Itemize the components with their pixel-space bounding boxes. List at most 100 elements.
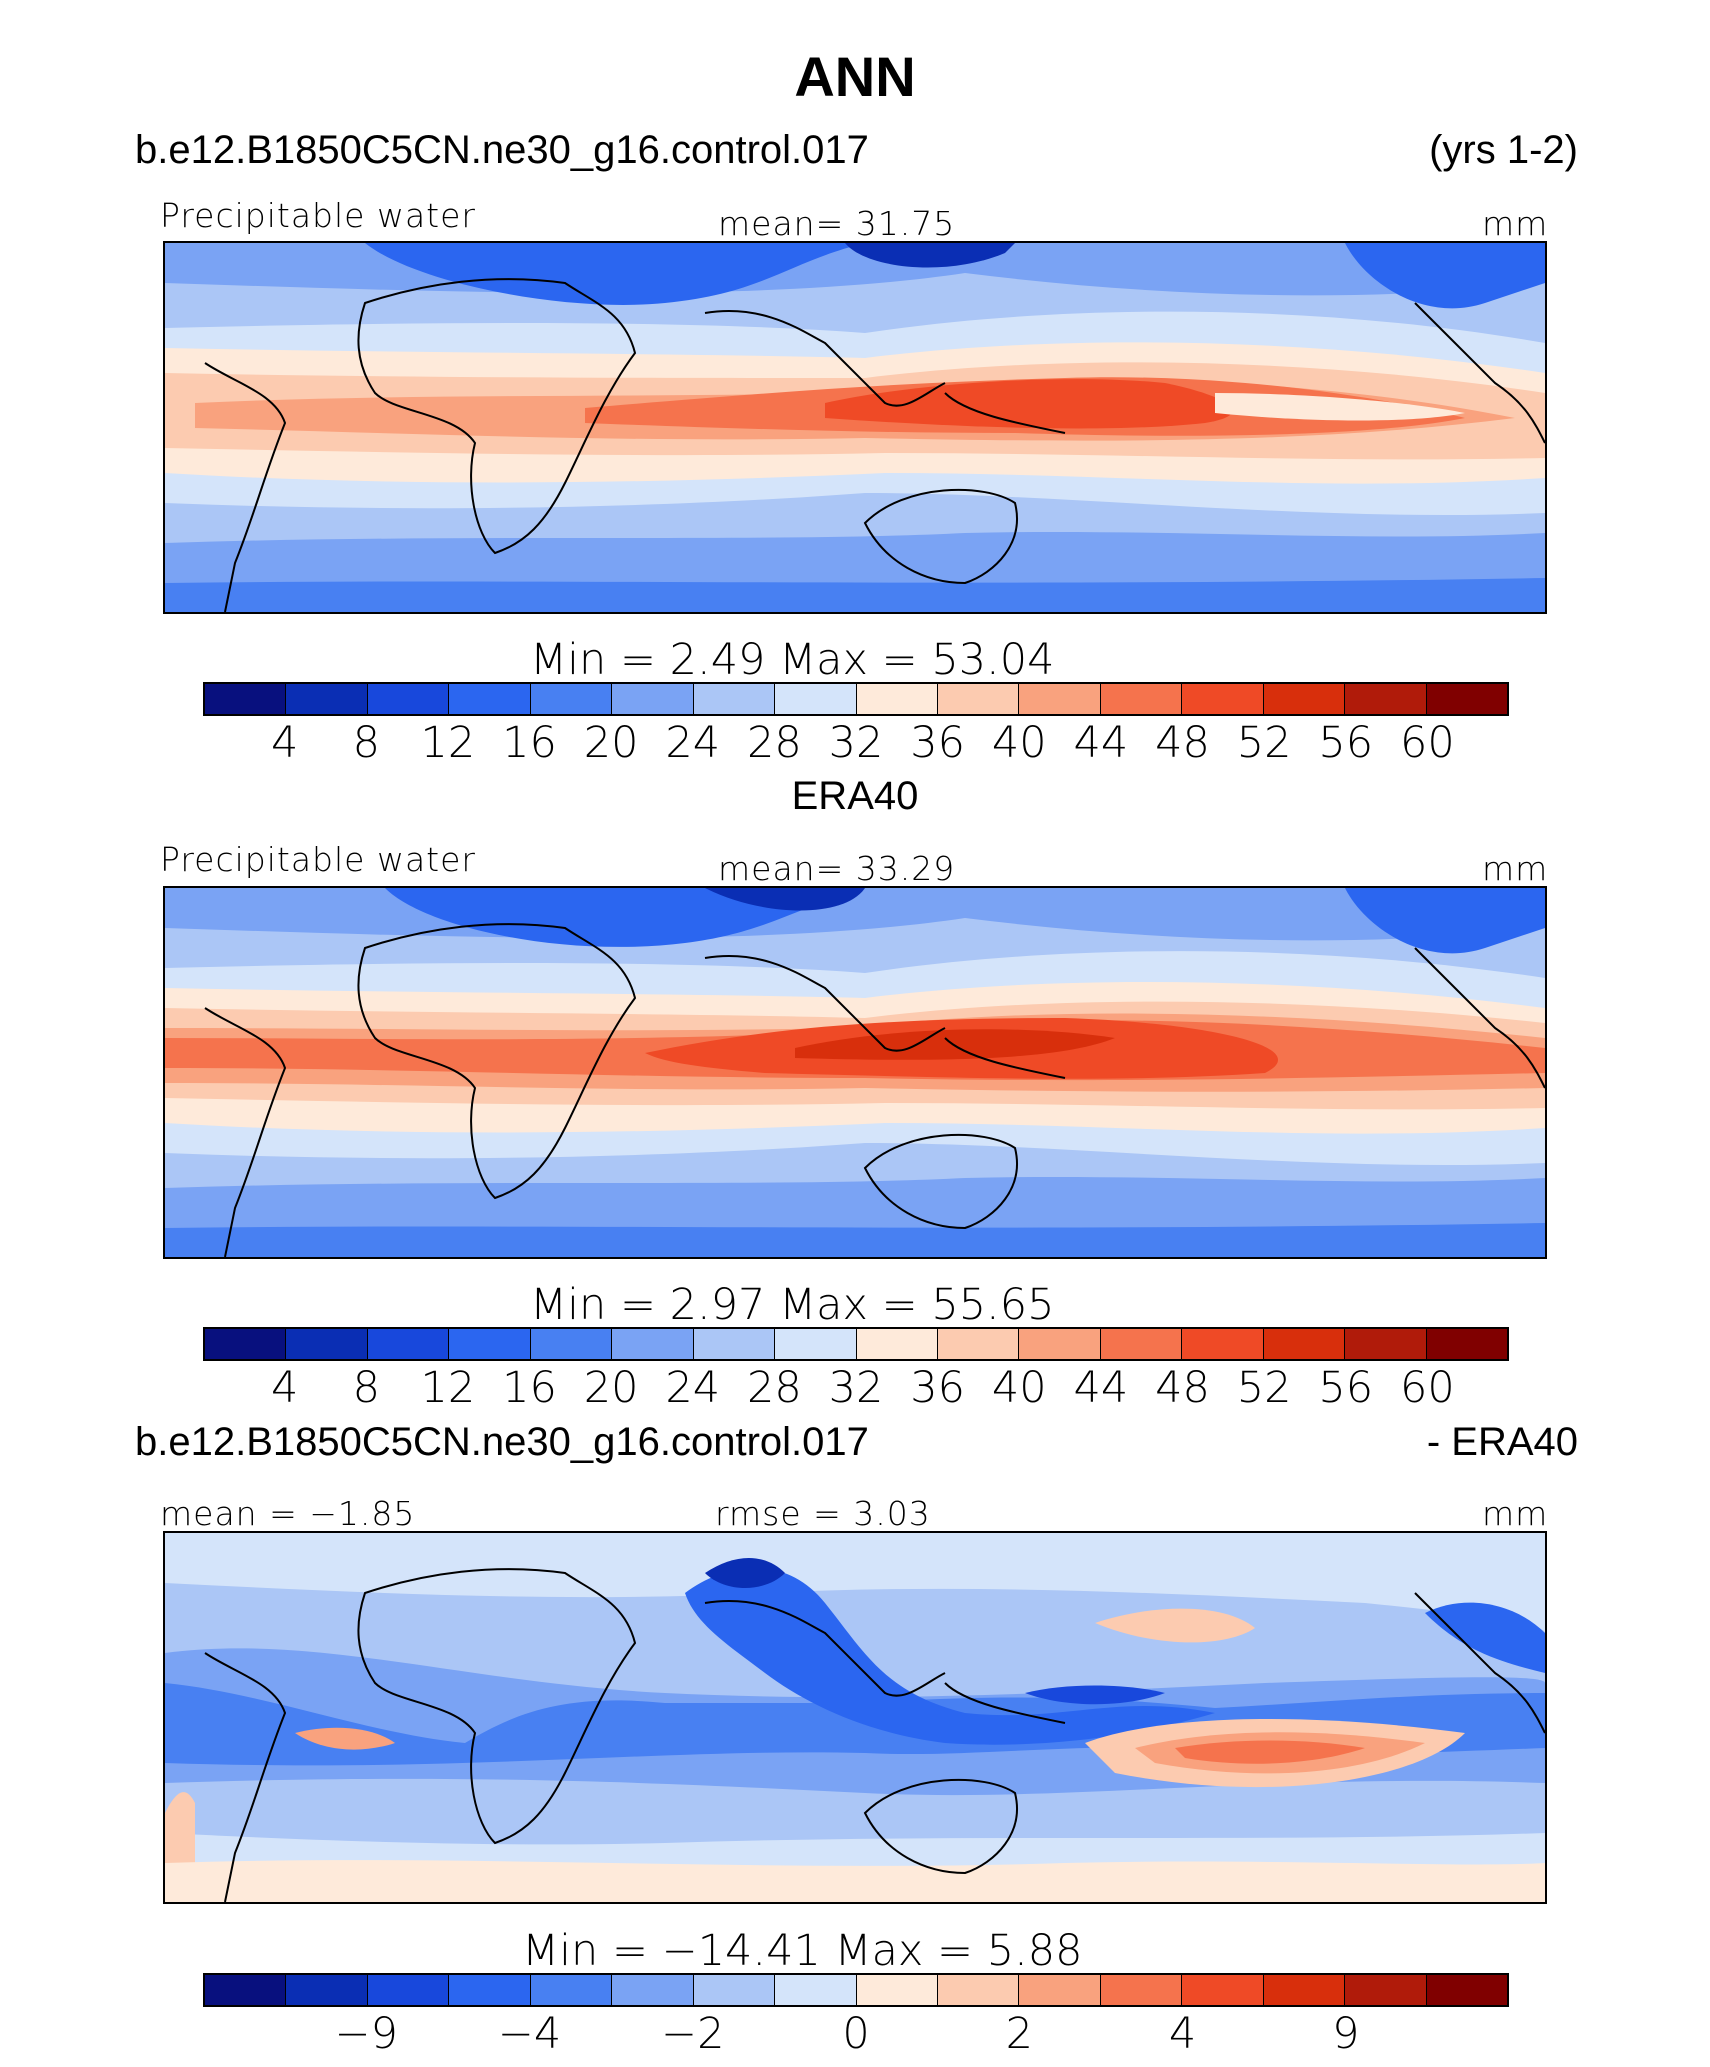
panel2-units: mm xyxy=(1482,849,1549,888)
page-title: ANN xyxy=(794,45,916,108)
colorbar-box xyxy=(937,1975,1020,2005)
panel3-mean: mean = −1.85 xyxy=(160,1494,416,1533)
colorbar-box xyxy=(775,1329,857,1359)
colorbar-box xyxy=(449,1975,531,2005)
colorbar-tick-label: 4 xyxy=(270,1363,299,1413)
colorbar-tick-label: 56 xyxy=(1318,1363,1374,1413)
colorbar-box xyxy=(367,1975,450,2005)
colorbar-box xyxy=(612,684,694,714)
colorbar-tick-label: 28 xyxy=(747,1363,802,1413)
colorbar-tick-label: 20 xyxy=(583,718,639,768)
colorbar-tick-label: 0 xyxy=(842,2009,870,2059)
colorbar-box xyxy=(367,1329,450,1359)
colorbar-tick-label: 28 xyxy=(747,718,802,768)
colorbar-tick-label: 24 xyxy=(665,718,721,768)
panel3-case-name: b.e12.B1850C5CN.ne30_g16.control.017 xyxy=(135,1420,869,1464)
colorbar-box xyxy=(1426,1975,1507,2005)
colorbar-tick-label: 12 xyxy=(420,718,476,768)
colorbar-box xyxy=(205,1329,287,1359)
colorbar-box xyxy=(1182,1329,1264,1359)
panel2-colorbar xyxy=(203,1327,1509,1361)
colorbar-box xyxy=(1019,1975,1101,2005)
panel3-units: mm xyxy=(1482,1494,1549,1533)
colorbar-box xyxy=(286,1975,368,2005)
colorbar-tick-label: 40 xyxy=(991,1363,1047,1413)
colorbar-box xyxy=(286,684,368,714)
colorbar-box xyxy=(693,684,776,714)
colorbar-box xyxy=(775,1975,857,2005)
colorbar-box xyxy=(449,1329,531,1359)
panel1-minmax: Min = 2.49 Max = 53.04 xyxy=(530,635,1055,685)
panel3-colorbar xyxy=(203,1973,1509,2007)
panel1-units: mm xyxy=(1482,204,1549,243)
colorbar-tick-label: 4 xyxy=(270,718,299,768)
colorbar-box xyxy=(1345,1329,1427,1359)
colorbar-box xyxy=(449,684,531,714)
panel2-minmax: Min = 2.97 Max = 55.65 xyxy=(530,1280,1055,1330)
colorbar-box xyxy=(205,1975,287,2005)
colorbar-tick-label: 16 xyxy=(502,718,557,768)
colorbar-tick-label: 2 xyxy=(1005,2009,1033,2059)
panel3-minus-label: - ERA40 xyxy=(1426,1420,1578,1464)
colorbar-tick-label: 36 xyxy=(910,1363,965,1413)
colorbar-box xyxy=(775,684,857,714)
colorbar-box xyxy=(856,684,938,714)
panel1-case-name: b.e12.B1850C5CN.ne30_g16.control.017 xyxy=(135,128,869,172)
panel1-mean: mean= 31.75 xyxy=(718,204,956,243)
colorbar-box xyxy=(1263,1329,1346,1359)
colorbar-box xyxy=(1345,1975,1427,2005)
colorbar-box xyxy=(1019,684,1101,714)
colorbar-box xyxy=(937,1329,1020,1359)
colorbar-tick-label: 40 xyxy=(991,718,1047,768)
colorbar-box xyxy=(612,1329,694,1359)
colorbar-box xyxy=(1345,684,1427,714)
colorbar-box xyxy=(1100,684,1183,714)
colorbar-box xyxy=(1426,684,1507,714)
panel3-minmax: Min = −14.41 Max = 5.88 xyxy=(522,1926,1083,1976)
colorbar-box xyxy=(1100,1329,1183,1359)
colorbar-tick-label: 44 xyxy=(1073,718,1129,768)
panel2-variable-label: Precipitable water xyxy=(160,840,476,879)
colorbar-tick-label: 36 xyxy=(910,718,965,768)
colorbar-box xyxy=(937,684,1020,714)
colorbar-box xyxy=(1100,1975,1183,2005)
colorbar-box xyxy=(205,684,287,714)
colorbar-tick-label: 16 xyxy=(502,1363,557,1413)
colorbar-box xyxy=(693,1975,776,2005)
colorbar-tick-label: 24 xyxy=(665,1363,721,1413)
colorbar-box xyxy=(1263,1975,1346,2005)
colorbar-tick-label: −9 xyxy=(334,2009,398,2059)
panel2-map xyxy=(163,886,1547,1259)
colorbar-tick-label: 32 xyxy=(828,718,884,768)
colorbar-tick-label: 9 xyxy=(1332,2009,1360,2059)
colorbar-tick-label: 4 xyxy=(1168,2009,1197,2059)
colorbar-tick-label: 48 xyxy=(1155,718,1210,768)
colorbar-box xyxy=(612,1975,694,2005)
colorbar-tick-label: −2 xyxy=(661,2009,725,2059)
colorbar-box xyxy=(530,1329,613,1359)
colorbar-tick-label: 12 xyxy=(420,1363,476,1413)
panel2-mean: mean= 33.29 xyxy=(718,849,956,888)
panel1-map xyxy=(163,241,1547,614)
colorbar-tick-label: 48 xyxy=(1155,1363,1210,1413)
colorbar-box xyxy=(1182,1975,1264,2005)
panel1-years: (yrs 1-2) xyxy=(1429,128,1578,172)
colorbar-tick-label: 20 xyxy=(583,1363,639,1413)
colorbar-tick-label: 52 xyxy=(1236,1363,1292,1413)
colorbar-tick-label: 60 xyxy=(1400,718,1455,768)
colorbar-box xyxy=(530,684,613,714)
panel3-rmse: rmse = 3.03 xyxy=(715,1494,931,1533)
colorbar-box xyxy=(530,1975,613,2005)
colorbar-tick-label: 52 xyxy=(1236,718,1292,768)
colorbar-tick-label: 44 xyxy=(1073,1363,1129,1413)
colorbar-box xyxy=(693,1329,776,1359)
colorbar-box xyxy=(1182,684,1264,714)
panel2-title: ERA40 xyxy=(791,774,919,818)
colorbar-tick-label: 60 xyxy=(1400,1363,1455,1413)
colorbar-tick-label: 8 xyxy=(352,718,380,768)
panel1-colorbar xyxy=(203,682,1509,716)
colorbar-box xyxy=(286,1329,368,1359)
colorbar-box xyxy=(367,684,450,714)
panel3-map xyxy=(163,1531,1547,1904)
colorbar-tick-label: 56 xyxy=(1318,718,1374,768)
